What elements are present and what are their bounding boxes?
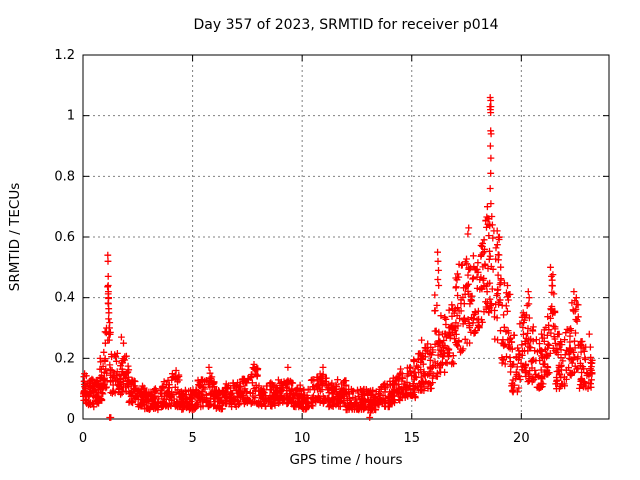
- grid-lines: [83, 55, 609, 419]
- y-tick-label: 1.2: [54, 48, 75, 63]
- y-tick-label: 0.6: [54, 230, 75, 245]
- data-points: [80, 94, 596, 421]
- y-tick-label: 0.4: [54, 291, 75, 306]
- y-axis-label: SRMTID / TECUs: [7, 183, 23, 291]
- x-tick-label: 10: [294, 431, 311, 446]
- x-tick-label: 5: [188, 431, 196, 446]
- x-tick-label: 15: [403, 431, 420, 446]
- y-tick-label: 1: [67, 109, 75, 124]
- y-tick-label: 0: [67, 412, 75, 427]
- axis-ticks: [82, 54, 609, 420]
- x-tick-label: 20: [513, 431, 530, 446]
- chart-title: Day 357 of 2023, SRMTID for receiver p01…: [193, 17, 498, 33]
- tick-labels: 0 5 10 15 20 0 0.2 0.4 0.6 0.8 1 1.2: [54, 48, 529, 446]
- y-tick-label: 0.2: [54, 351, 75, 366]
- x-tick-label: 0: [79, 431, 87, 446]
- x-axis-label: GPS time / hours: [289, 452, 402, 468]
- y-tick-label: 0.8: [54, 169, 75, 184]
- plot-border: [82, 54, 610, 420]
